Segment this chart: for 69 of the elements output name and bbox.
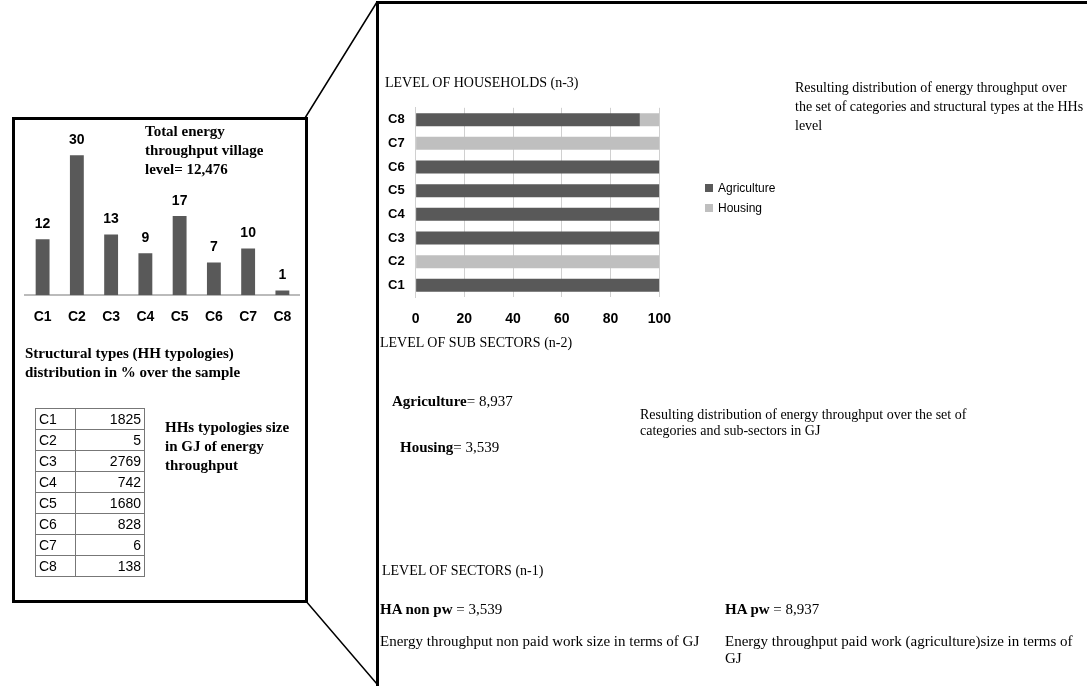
category-label: C6: [35, 513, 76, 535]
x-tick-label: 60: [554, 310, 570, 327]
x-tick-label: C7: [239, 308, 258, 325]
y-tick-label: C7: [387, 134, 405, 150]
legend-label: Housing: [718, 200, 763, 215]
bar: [35, 239, 50, 296]
y-tick-label: C2: [387, 253, 405, 269]
y-tick-label: C5: [387, 182, 405, 198]
data-label: 1: [278, 266, 287, 283]
text: HHs typologies size in GJ of energy throughput: [165, 418, 290, 475]
category-label: C3: [35, 450, 76, 472]
y-tick-label: C3: [387, 229, 405, 245]
text: LEVEL OF SECTORS (n-1): [382, 563, 545, 579]
text: LEVEL OF SUB SECTORS (n-2): [380, 335, 574, 351]
legend-label: Agriculture: [718, 180, 776, 195]
x-tick-label: C4: [136, 308, 155, 325]
bar: [241, 248, 256, 296]
category-label: C2: [35, 429, 76, 451]
data-label: 13: [103, 210, 120, 227]
x-tick-label: C5: [170, 308, 189, 325]
data-label: 17: [171, 191, 188, 208]
data-label: 742: [75, 471, 145, 493]
text: Agriculture= 8,937: [392, 393, 513, 409]
x-tick-label: C2: [67, 308, 87, 325]
bar: [69, 155, 84, 296]
text: Housing= 3,539: [400, 439, 500, 455]
data-label: 5: [75, 429, 145, 451]
y-tick-label: C6: [387, 158, 405, 174]
data-label: 12: [34, 215, 51, 232]
x-tick-label: C6: [204, 308, 224, 325]
x-tick-label: 20: [456, 310, 473, 327]
x-tick-label: C1: [33, 308, 52, 325]
x-axis-title: Structural types (HH typologies) distribution in % over the sample: [25, 344, 242, 382]
bar: [172, 215, 187, 296]
y-tick-label: C8: [387, 111, 405, 127]
x-tick-label: 40: [505, 310, 522, 327]
y-tick-label: C4: [387, 205, 406, 221]
data-label: 1825: [75, 408, 145, 430]
text: Energy throughput paid work (agriculture)size in terms of GJ: [725, 633, 1073, 666]
x-tick-label: 80: [602, 310, 619, 327]
data-label: 138: [75, 555, 145, 577]
bar: [138, 253, 153, 296]
text: HA pw = 8,937: [725, 601, 820, 617]
category-label: C8: [35, 555, 76, 577]
chart-title: LEVEL OF HOUSEHOLDS (n-3): [385, 75, 580, 91]
data-label: 9: [141, 229, 150, 246]
x-tick-label: 100: [647, 310, 672, 327]
text: Resulting distribution of energy throughput over the set of categories and sub-sectors in GJ: [640, 407, 967, 438]
data-label: 828: [75, 513, 145, 535]
bar: [206, 262, 221, 296]
data-label: 2769: [75, 450, 145, 472]
bar: [104, 234, 119, 296]
text: Resulting distribution of energy throughput over the set of categories and structural types at the HHs level: [795, 79, 1085, 135]
data-label: 10: [240, 224, 257, 241]
x-tick-label: 0: [411, 310, 420, 327]
data-label: 7: [209, 238, 218, 255]
x-tick-label: C8: [273, 308, 292, 325]
text: Energy throughput non paid work size in terms of GJ: [380, 633, 700, 649]
y-tick-label: C1: [387, 276, 405, 292]
category-label: C1: [35, 408, 76, 430]
chart-title: Total energy throughput village level= 12,476: [145, 122, 265, 179]
data-label: 6: [75, 534, 145, 556]
text: HA non pw = 3,539: [380, 601, 503, 617]
data-label: 30: [69, 131, 85, 148]
category-label: C4: [35, 471, 76, 493]
category-label: C7: [35, 534, 76, 556]
data-label: 1680: [75, 492, 145, 514]
x-tick-label: C3: [102, 308, 121, 325]
category-label: C5: [35, 492, 76, 514]
